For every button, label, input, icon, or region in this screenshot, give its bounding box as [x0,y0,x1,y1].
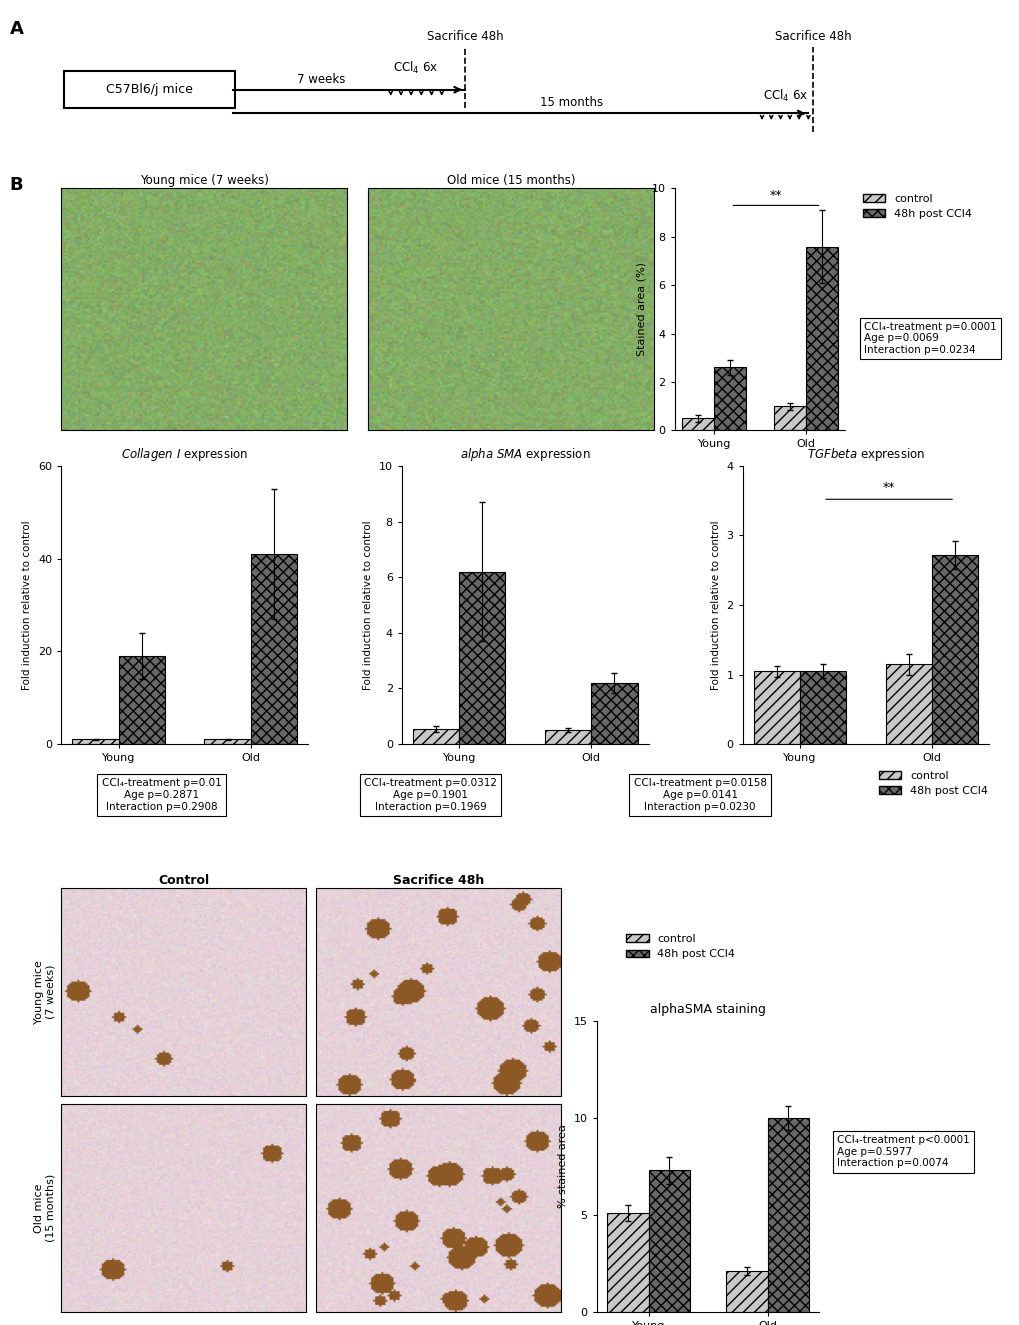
Bar [251,554,297,745]
Bar [767,1118,808,1312]
Text: CCl₄-treatment p<0.0001
Age p=0.5977
Interaction p=0.0074: CCl₄-treatment p<0.0001 Age p=0.5977 Int… [837,1136,969,1169]
Title: $\it{Collagen~I}$ expression: $\it{Collagen~I}$ expression [121,445,248,462]
Title: Sacrifice 48h: Sacrifice 48h [392,874,484,888]
Text: CCl$_4$ 6x: CCl$_4$ 6x [762,87,807,103]
Text: CCl₄-treatment p=0.0312
Age p=0.1901
Interaction p=0.1969: CCl₄-treatment p=0.0312 Age p=0.1901 Int… [364,778,497,812]
Bar [682,419,713,431]
Bar [413,729,459,745]
Title: Old mice (15 months): Old mice (15 months) [446,175,575,187]
Text: B: B [10,176,23,195]
Text: 7 weeks: 7 weeks [297,73,345,86]
Title: alphaSMA staining: alphaSMA staining [649,1003,765,1016]
Text: Sacrifice 48h: Sacrifice 48h [774,29,851,42]
Text: CCl₄-treatment p=0.0158
Age p=0.0141
Interaction p=0.0230: CCl₄-treatment p=0.0158 Age p=0.0141 Int… [633,778,766,812]
Y-axis label: Fold induction relative to control: Fold induction relative to control [710,521,720,690]
Bar [591,682,637,745]
Bar [118,656,165,745]
Bar [726,1271,767,1312]
Bar [931,555,977,745]
Text: C57Bl6/j mice: C57Bl6/j mice [106,83,193,97]
Bar [799,670,846,745]
Legend: control, 48h post CCl4: control, 48h post CCl4 [873,766,991,800]
Y-axis label: Fold induction relative to control: Fold induction relative to control [363,521,373,690]
Bar [72,739,118,745]
Bar [204,739,251,745]
Bar [884,664,931,745]
FancyBboxPatch shape [64,72,234,109]
Bar [805,246,837,431]
Y-axis label: % stained area: % stained area [557,1125,568,1208]
Text: **: ** [882,481,895,494]
Text: A: A [10,20,24,38]
Bar [544,730,591,745]
Text: CCl$_4$ 6x: CCl$_4$ 6x [392,60,438,76]
Bar [459,571,505,745]
Title: $\it{alpha~SMA}$ expression: $\it{alpha~SMA}$ expression [460,445,590,462]
Legend: control, 48h post CCl4: control, 48h post CCl4 [858,189,975,224]
Bar [773,407,805,431]
Bar [648,1170,690,1312]
Text: CCl₄-treatment p=0.01
Age p=0.2871
Interaction p=0.2908: CCl₄-treatment p=0.01 Age p=0.2871 Inter… [102,778,221,812]
Title: Control: Control [158,874,209,888]
Bar [753,670,799,745]
Bar [606,1212,648,1312]
Y-axis label: Young mice
(7 weeks): Young mice (7 weeks) [34,961,56,1024]
Text: 15 months: 15 months [540,97,602,109]
Text: CCl₄-treatment p=0.0001
Age p=0.0069
Interaction p=0.0234: CCl₄-treatment p=0.0001 Age p=0.0069 Int… [863,322,996,355]
Title: $\it{TGFbeta}$ expression: $\it{TGFbeta}$ expression [806,445,924,462]
Y-axis label: Stained area (%): Stained area (%) [636,262,645,356]
Text: Sacrifice 48h: Sacrifice 48h [426,29,502,42]
Text: **: ** [769,188,782,201]
Title: Young mice (7 weeks): Young mice (7 weeks) [140,175,268,187]
Bar [713,367,746,431]
Y-axis label: Old mice
(15 months): Old mice (15 months) [34,1174,56,1242]
Y-axis label: Fold induction relative to control: Fold induction relative to control [22,521,33,690]
Legend: control, 48h post CCl4: control, 48h post CCl4 [622,929,739,963]
